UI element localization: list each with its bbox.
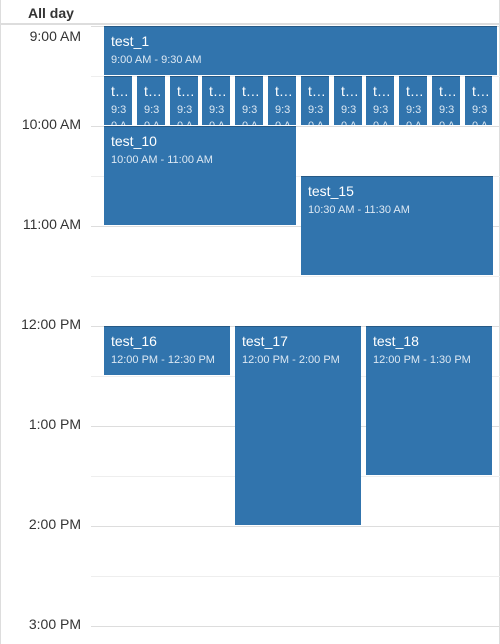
event-time: 10:30 AM - 11:30 AM <box>308 204 410 216</box>
event-time: 10:00 AM - 11:00 AM <box>111 154 213 166</box>
event-title: test_16 <box>111 333 157 349</box>
event-title: test_12 <box>406 83 425 99</box>
event-time: 9:30 AM - 10:00 AM <box>275 104 291 125</box>
event-test-3[interactable]: test_3 9:30 AM - 10:00 AM <box>137 76 165 125</box>
event-time: 9:30 AM - 10:00 AM <box>341 104 357 125</box>
event-test-12[interactable]: test_12 9:30 AM - 10:00 AM <box>399 76 427 125</box>
allday-label: All day <box>28 5 74 21</box>
event-time: 12:00 PM - 12:30 PM <box>111 354 215 366</box>
event-title: test_18 <box>373 333 419 349</box>
time-label-11am: 11:00 AM <box>22 216 81 232</box>
event-test-18[interactable]: test_18 12:00 PM - 1:30 PM <box>366 326 492 475</box>
hour-line-11am <box>91 226 500 227</box>
event-time: 9:30 AM - 10:00 AM <box>308 104 324 125</box>
calendar-left-border <box>0 0 1 644</box>
event-title: test_10 <box>111 133 157 149</box>
half-hour-line <box>91 276 500 277</box>
event-title: test_11 <box>373 83 392 99</box>
event-time: 9:00 AM - 9:30 AM <box>111 54 202 66</box>
event-title: test_5 <box>209 83 228 99</box>
event-test-11[interactable]: test_11 9:30 AM - 10:00 AM <box>366 76 394 125</box>
event-title: test_17 <box>242 333 288 349</box>
event-test-2[interactable]: test_2 9:30 AM - 10:00 AM <box>104 76 132 125</box>
event-time: 9:30 AM - 10:00 AM <box>209 104 225 125</box>
event-time: 9:30 AM - 10:00 AM <box>242 104 258 125</box>
time-label-2pm: 2:00 PM <box>28 516 81 532</box>
event-time: 9:30 AM - 10:00 AM <box>373 104 389 125</box>
time-label-1pm: 1:00 PM <box>28 416 81 432</box>
event-test-1[interactable]: test_1 9:00 AM - 9:30 AM <box>104 26 497 75</box>
event-test-5[interactable]: test_5 9:30 AM - 10:00 AM <box>202 76 230 125</box>
event-time: 9:30 AM - 10:00 AM <box>177 104 193 125</box>
event-title: test_8 <box>308 83 327 99</box>
event-test-9[interactable]: test_9 9:30 AM - 10:00 AM <box>334 76 362 125</box>
event-test-7[interactable]: test_7 9:30 AM - 10:00 AM <box>268 76 296 125</box>
event-title: test_6 <box>242 83 261 99</box>
time-label-9am: 9:00 AM <box>29 28 81 44</box>
event-test-8[interactable]: test_8 9:30 AM - 10:00 AM <box>301 76 329 125</box>
half-hour-line <box>91 576 500 577</box>
event-test-6[interactable]: test_6 9:30 AM - 10:00 AM <box>235 76 263 125</box>
event-title: test_15 <box>308 183 354 199</box>
time-label-10am: 10:00 AM <box>21 116 81 132</box>
event-title: test_1 <box>111 33 150 49</box>
time-label-12pm: 12:00 PM <box>21 316 81 332</box>
event-title: test_14 <box>472 83 491 99</box>
event-title: test_4 <box>177 83 196 99</box>
event-time: 9:30 AM - 10:00 AM <box>144 104 160 125</box>
event-title: test_3 <box>144 83 163 99</box>
event-test-16[interactable]: test_16 12:00 PM - 12:30 PM <box>104 326 230 375</box>
event-test-15[interactable]: test_15 10:30 AM - 11:30 AM <box>301 176 493 275</box>
event-title: test_13 <box>439 83 458 99</box>
event-test-10[interactable]: test_10 10:00 AM - 11:00 AM <box>104 126 296 225</box>
event-time: 9:30 AM - 10:00 AM <box>406 104 422 125</box>
event-title: test_9 <box>341 83 360 99</box>
hour-line-3pm <box>91 626 500 627</box>
event-time: 12:00 PM - 2:00 PM <box>242 354 340 366</box>
time-label-3pm: 3:00 PM <box>28 616 81 632</box>
event-time: 9:30 AM - 10:00 AM <box>472 104 488 125</box>
hour-line-2pm <box>91 526 500 527</box>
allday-row[interactable]: All day <box>0 0 500 25</box>
event-test-17[interactable]: test_17 12:00 PM - 2:00 PM <box>235 326 361 525</box>
event-test-4[interactable]: test_4 9:30 AM - 10:00 AM <box>170 76 198 125</box>
event-test-14[interactable]: test_14 9:30 AM - 10:00 AM <box>465 76 492 125</box>
event-title: test_2 <box>111 83 130 99</box>
event-test-13[interactable]: test_13 9:30 AM - 10:00 AM <box>432 76 460 125</box>
event-time: 12:00 PM - 1:30 PM <box>373 354 471 366</box>
event-time: 9:30 AM - 10:00 AM <box>439 104 455 125</box>
event-title: test_7 <box>275 83 294 99</box>
event-time: 9:30 AM - 10:00 AM <box>111 104 127 125</box>
